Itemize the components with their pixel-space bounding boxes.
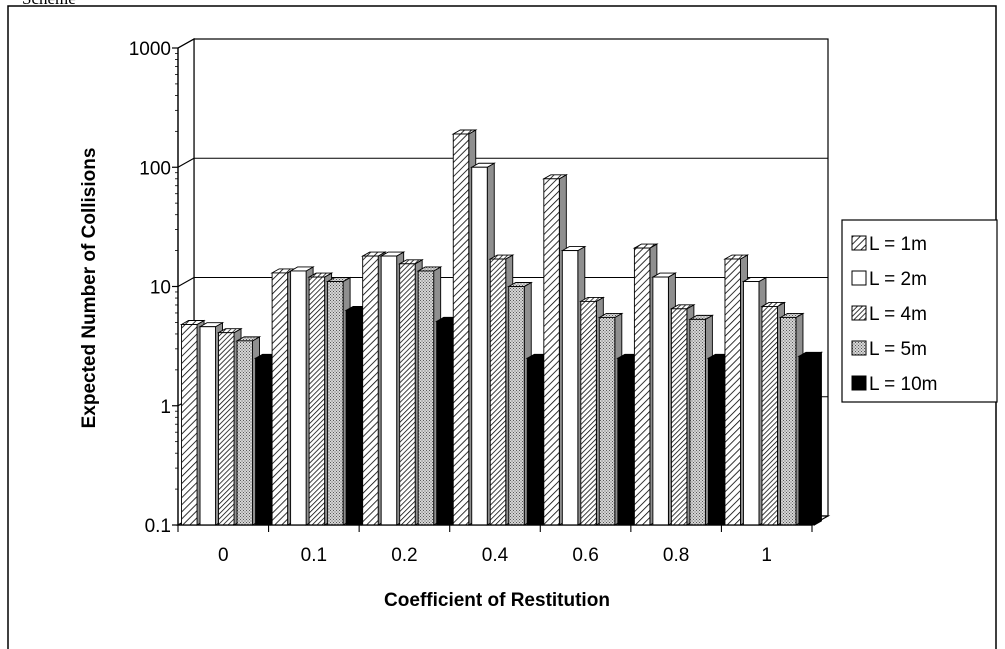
legend-swatch <box>851 305 867 321</box>
legend-swatch <box>851 270 867 286</box>
bar-front <box>617 357 634 526</box>
x-tick-label: 0 <box>218 545 229 566</box>
bar-front <box>327 281 344 526</box>
bar-front <box>598 317 616 526</box>
x-tick-label: 0.2 <box>391 545 417 566</box>
gridline-side <box>177 277 195 287</box>
legend-label: L = 4m <box>869 304 927 325</box>
bar-front <box>452 133 470 526</box>
axes: 0.1 1 10 100 1000 0 0.1 0.2 0.4 0.6 0.8 1 <box>129 39 813 566</box>
bar-front <box>236 340 253 526</box>
bar-front <box>689 318 706 526</box>
bar-front <box>508 286 525 526</box>
legend-label: L = 5m <box>869 339 927 360</box>
bar-front <box>308 276 326 526</box>
bar-front <box>218 332 235 526</box>
legend: L = 1m L = 2m L = 4m L = 5m L = 10m <box>841 219 998 403</box>
legend-swatch <box>851 340 867 356</box>
bar-front <box>380 255 398 526</box>
legend-item: L = 1m <box>851 234 927 255</box>
bars <box>179 129 824 526</box>
bar-front <box>399 263 416 526</box>
bar-front <box>271 272 289 526</box>
bar-front <box>489 258 507 526</box>
y-tick-label: 1000 <box>129 39 171 60</box>
y-tick-label: 100 <box>139 158 171 179</box>
bar-front <box>743 281 760 526</box>
legend-item: L = 10m <box>851 374 937 395</box>
y-tick-label: 0.1 <box>145 516 171 537</box>
legend-item: L = 5m <box>851 339 927 360</box>
bar-front <box>543 178 560 526</box>
bar-front <box>707 357 725 526</box>
y-tick-label: 10 <box>150 278 171 299</box>
bar-front <box>670 308 688 526</box>
bar-front <box>561 250 579 526</box>
bar-front <box>724 258 741 526</box>
bar-front <box>761 306 778 526</box>
bar-front <box>652 276 669 526</box>
gridline-side <box>177 38 195 49</box>
bar-front <box>580 300 597 526</box>
bar-front <box>199 326 216 526</box>
x-axis-title: Coefficient of Restitution <box>384 590 610 611</box>
bar-side <box>814 351 822 526</box>
legend-label: L = 2m <box>869 269 927 290</box>
bar <box>797 351 824 526</box>
legend-label: L = 1m <box>869 234 927 255</box>
y-tick-label: 1 <box>160 397 171 418</box>
bar-front <box>417 270 435 526</box>
legend-swatch <box>851 235 867 251</box>
x-tick-label: 0.6 <box>572 545 598 566</box>
bar-front <box>526 357 544 526</box>
x-tick-label: 0.4 <box>482 545 509 566</box>
legend-label: L = 10m <box>869 374 937 395</box>
legend-swatch <box>851 375 867 391</box>
legend-frame <box>841 219 998 403</box>
bar-front <box>471 166 488 526</box>
bar-front <box>345 309 363 526</box>
top-text-fragment: Scheme <box>22 0 76 9</box>
legend-item: L = 2m <box>851 269 927 290</box>
bar-front <box>798 355 815 526</box>
bar-front <box>181 324 198 526</box>
legend-item: L = 4m <box>851 304 927 325</box>
x-tick-label: 0.1 <box>301 545 327 566</box>
y-axis-title: Expected Number of Collisions <box>79 148 100 429</box>
gridline-side <box>177 157 195 168</box>
bar-front <box>362 255 379 526</box>
x-tick-label: 0.8 <box>663 545 689 566</box>
bar-front <box>780 317 797 526</box>
bar-front <box>436 320 453 526</box>
bar-front <box>290 270 307 526</box>
x-tick-label: 1 <box>761 545 772 566</box>
bar-front <box>633 247 651 526</box>
bar-front <box>255 357 272 526</box>
